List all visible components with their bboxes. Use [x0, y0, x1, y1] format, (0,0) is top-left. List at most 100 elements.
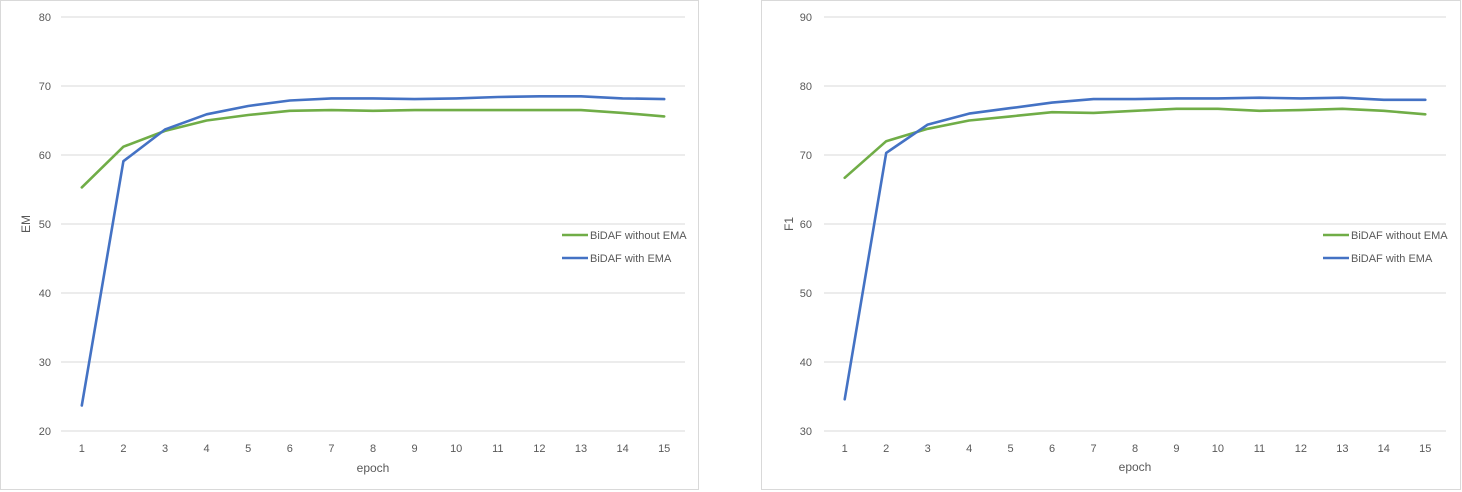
- em-x-tick-label: 15: [658, 443, 670, 455]
- em-point-bidaf-without-ema: [455, 109, 457, 111]
- f1-x-tick-label: 12: [1295, 443, 1307, 455]
- f1-x-tick-label: 5: [1008, 443, 1014, 455]
- f1-x-tick-label: 9: [1173, 443, 1179, 455]
- f1-y-tick-label: 70: [800, 150, 812, 162]
- f1-point-bidaf-without-ema: [1424, 113, 1426, 115]
- f1-x-tick-label: 15: [1419, 443, 1431, 455]
- em-point-bidaf-without-ema: [663, 115, 665, 117]
- f1-point-bidaf-with-ema: [1258, 97, 1260, 99]
- em-y-axis-title: EM: [19, 215, 33, 233]
- f1-point-bidaf-with-ema: [1383, 99, 1385, 101]
- em-x-tick-label: 12: [533, 443, 545, 455]
- em-point-bidaf-with-ema: [81, 404, 83, 406]
- f1-point-bidaf-with-ema: [968, 112, 970, 114]
- em-x-tick-label: 11: [492, 443, 503, 455]
- em-point-bidaf-without-ema: [538, 109, 540, 111]
- f1-point-bidaf-without-ema: [1383, 110, 1385, 112]
- f1-x-tick-label: 2: [883, 443, 889, 455]
- em-x-tick-label: 6: [287, 443, 293, 455]
- em-x-tick-label: 3: [162, 443, 168, 455]
- f1-x-tick-label: 11: [1254, 443, 1265, 455]
- f1-legend-label-bidaf-with-ema: BiDAF with EMA: [1351, 253, 1433, 265]
- em-point-bidaf-with-ema: [205, 113, 207, 115]
- f1-point-bidaf-with-ema: [885, 152, 887, 154]
- em-point-bidaf-with-ema: [164, 128, 166, 130]
- em-x-tick-label: 13: [575, 443, 587, 455]
- f1-point-bidaf-without-ema: [968, 119, 970, 121]
- f1-x-tick-label: 6: [1049, 443, 1055, 455]
- em-y-tick-label: 50: [39, 219, 51, 231]
- f1-point-bidaf-with-ema: [1134, 98, 1136, 100]
- f1-y-tick-label: 90: [800, 12, 812, 24]
- f1-point-bidaf-without-ema: [1341, 108, 1343, 110]
- f1-x-tick-label: 10: [1212, 443, 1224, 455]
- f1-y-tick-label: 30: [800, 426, 812, 438]
- f1-y-axis-title: F1: [782, 217, 796, 231]
- em-point-bidaf-with-ema: [621, 97, 623, 99]
- f1-point-bidaf-with-ema: [1092, 98, 1094, 100]
- em-point-bidaf-without-ema: [372, 110, 374, 112]
- em-series-line-bidaf-with-ema: [80, 95, 666, 407]
- f1-x-tick-label: 7: [1090, 443, 1096, 455]
- f1-chart-panel: 30 40 50 60 70 80 90 1 2 3 4 5 6 7 8 9 10 11 12 13 14 15 epoch…: [761, 0, 1461, 490]
- em-point-bidaf-with-ema: [663, 98, 665, 100]
- em-point-bidaf-without-ema: [330, 109, 332, 111]
- f1-point-bidaf-with-ema: [1341, 97, 1343, 99]
- em-point-bidaf-without-ema: [122, 146, 124, 148]
- em-point-bidaf-without-ema: [205, 119, 207, 121]
- f1-point-bidaf-with-ema: [1009, 107, 1011, 109]
- f1-x-tick-label: 1: [842, 443, 848, 455]
- em-point-bidaf-with-ema: [247, 105, 249, 107]
- f1-point-bidaf-without-ema: [1092, 112, 1094, 114]
- f1-x-tick-label: 8: [1132, 443, 1138, 455]
- f1-point-bidaf-with-ema: [1424, 99, 1426, 101]
- em-y-tick-label: 30: [39, 357, 51, 369]
- f1-point-bidaf-with-ema: [926, 123, 928, 125]
- em-x-tick-label: 10: [450, 443, 462, 455]
- f1-point-bidaf-without-ema: [1175, 108, 1177, 110]
- em-point-bidaf-with-ema: [413, 98, 415, 100]
- f1-point-bidaf-without-ema: [1300, 109, 1302, 111]
- f1-x-tick-label: 13: [1336, 443, 1348, 455]
- f1-x-tick-label: 3: [925, 443, 931, 455]
- f1-series-line-bidaf-without-ema: [843, 107, 1427, 180]
- em-point-bidaf-with-ema: [330, 97, 332, 99]
- em-x-tick-label: 14: [616, 443, 628, 455]
- f1-y-tick-label: 60: [800, 219, 812, 231]
- em-x-axis-title: epoch: [357, 461, 390, 475]
- f1-point-bidaf-without-ema: [926, 128, 928, 130]
- em-y-tick-label: 70: [39, 81, 51, 93]
- em-y-tick-label: 60: [39, 150, 51, 162]
- em-series-line-bidaf-without-ema: [80, 108, 666, 189]
- f1-point-bidaf-without-ema: [1134, 110, 1136, 112]
- f1-point-bidaf-without-ema: [1258, 110, 1260, 112]
- f1-y-tick-label: 80: [800, 81, 812, 93]
- em-legend-label-bidaf-without-ema: BiDAF without EMA: [590, 230, 687, 242]
- em-y-tick-label: 20: [39, 426, 51, 438]
- em-x-tick-label: 8: [370, 443, 376, 455]
- em-point-bidaf-with-ema: [289, 99, 291, 101]
- em-point-bidaf-without-ema: [580, 109, 582, 111]
- em-point-bidaf-without-ema: [289, 110, 291, 112]
- f1-point-bidaf-with-ema: [1217, 97, 1219, 99]
- em-y-tick-label: 40: [39, 288, 51, 300]
- f1-point-bidaf-without-ema: [1051, 111, 1053, 113]
- em-point-bidaf-without-ema: [621, 112, 623, 114]
- f1-y-tick-label: 40: [800, 357, 812, 369]
- em-point-bidaf-with-ema: [580, 95, 582, 97]
- em-y-tick-label: 80: [39, 12, 51, 24]
- f1-point-bidaf-with-ema: [1175, 97, 1177, 99]
- f1-x-axis-title: epoch: [1119, 460, 1152, 474]
- em-x-tick-label: 9: [412, 443, 418, 455]
- em-x-tick-label: 4: [204, 443, 210, 455]
- f1-point-bidaf-without-ema: [1009, 115, 1011, 117]
- em-legend-label-bidaf-with-ema: BiDAF with EMA: [590, 253, 672, 265]
- f1-legend-label-bidaf-without-ema: BiDAF without EMA: [1351, 230, 1448, 242]
- f1-point-bidaf-without-ema: [885, 140, 887, 142]
- em-point-bidaf-without-ema: [413, 109, 415, 111]
- em-point-bidaf-with-ema: [455, 97, 457, 99]
- f1-x-tick-label: 14: [1378, 443, 1390, 455]
- em-x-tick-label: 1: [79, 443, 85, 455]
